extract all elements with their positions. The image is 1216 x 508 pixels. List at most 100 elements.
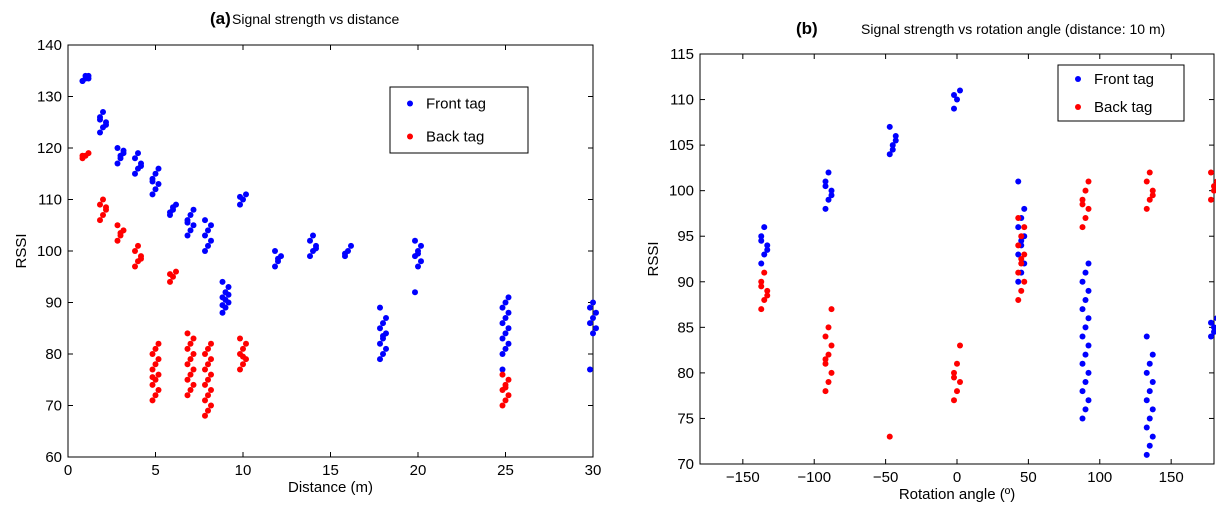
chart-a-point-front	[587, 320, 593, 327]
chart-b-legend-marker-front	[1075, 76, 1081, 82]
chart-a-point-front	[377, 340, 383, 347]
chart-b-y-tick-label: 75	[677, 410, 694, 427]
chart-b-point-back	[1021, 224, 1028, 231]
chart-b-point-back	[1079, 201, 1086, 208]
chart-a-point-front	[380, 351, 386, 357]
chart-b-point-back	[957, 379, 963, 385]
chart-b-point-back	[1149, 187, 1156, 194]
chart-b-y-tick-label: 115	[670, 46, 694, 63]
chart-b-y-tick-label: 110	[670, 92, 694, 109]
chart-a-y-tick-label: 60	[45, 449, 62, 466]
chart-a-point-back	[155, 371, 162, 378]
chart-a-legend-marker-front	[407, 100, 413, 107]
chart-b-point-back	[951, 397, 957, 404]
chart-b-point-front	[1149, 351, 1156, 358]
chart-a-point-back	[202, 412, 208, 419]
chart-a-point-back	[505, 392, 512, 399]
chart-b-point-front	[886, 151, 893, 158]
chart-a-y-tick-label: 120	[37, 140, 62, 157]
chart-a-point-front	[225, 291, 232, 298]
chart-b-point-front	[1021, 205, 1028, 212]
chart-b-point-front	[1208, 333, 1214, 340]
chart-b-title: Signal strength vs rotation angle (dista…	[861, 21, 1165, 37]
chart-b-point-front	[1082, 324, 1089, 331]
chart-a-point-back	[187, 387, 194, 394]
chart-b-point-front	[1143, 451, 1150, 458]
chart-a-x-tick-label: 5	[151, 462, 159, 479]
chart-a-legend-label-front: Front tag	[426, 96, 486, 113]
chart-a-point-front	[412, 237, 418, 244]
chart-a-point-front	[117, 152, 124, 159]
chart-a-point-front	[342, 250, 348, 257]
chart-b-point-back	[1211, 187, 1216, 194]
chart-a-point-front	[499, 351, 506, 357]
chart-a-point-back	[190, 381, 197, 388]
chart-a-point-front	[590, 330, 596, 337]
chart-a-point-front	[380, 332, 386, 339]
chart-b-points	[758, 87, 1216, 458]
chart-a-points	[79, 72, 599, 419]
chart-b-point-back	[758, 278, 765, 285]
chart-b-point-front	[951, 92, 957, 98]
chart-a-point-front	[502, 345, 509, 352]
chart-b-point-back	[1085, 178, 1092, 185]
chart-b-y-tick-label: 90	[677, 274, 694, 291]
chart-b-legend-box	[1057, 64, 1185, 122]
chart-a-point-front	[187, 211, 194, 218]
chart-b-point-front	[828, 187, 835, 194]
chart-a-point-back	[237, 335, 243, 342]
chart-a-legend: Front tag Back tag	[389, 86, 529, 154]
chart-a-point-front	[97, 129, 103, 136]
chart-b-point-back	[764, 287, 771, 294]
chart-b-point-front	[761, 251, 768, 258]
chart-b-point-front	[1146, 415, 1153, 422]
chart-a-y-tick-label: 100	[37, 243, 62, 260]
chart-b-y-tick-label: 100	[669, 183, 694, 200]
chart-a-point-front	[184, 219, 191, 226]
chart-a-point-front	[219, 302, 226, 309]
chart-b-point-front	[1015, 178, 1022, 185]
chart-b-point-front	[825, 169, 832, 176]
chart-b-point-front	[758, 233, 765, 240]
chart-b-point-back	[1018, 287, 1025, 294]
chart-a-point-back	[132, 263, 138, 270]
chart-a-point-back	[502, 397, 509, 404]
chart-b-x-tick-label: 100	[1087, 469, 1112, 486]
chart-a-point-front	[383, 345, 389, 352]
chart-b-point-front	[1143, 369, 1150, 376]
chart-a-point-front	[307, 253, 313, 260]
chart-b-point-front	[1208, 319, 1214, 326]
chart-a-point-back	[149, 351, 156, 357]
chart-a-point-front	[310, 232, 316, 239]
chart-a-point-back	[505, 376, 512, 383]
chart-b-point-back	[1021, 278, 1028, 285]
chart-a-title-prefix: (a)	[210, 9, 231, 28]
chart-b-point-front	[758, 260, 765, 267]
chart-b-legend-label-front: Front tag	[1094, 71, 1154, 88]
chart-b-x-tick-label: 150	[1159, 469, 1184, 486]
chart-b-point-back	[1149, 192, 1156, 199]
chart-a-point-back	[184, 392, 191, 399]
chart-b: (b) Signal strength vs rotation angle (d…	[645, 19, 1216, 503]
chart-b-legend-marker-back	[1075, 104, 1081, 110]
chart-a-point-front	[205, 242, 211, 249]
chart-a-point-front	[208, 237, 214, 244]
chart-b-point-front	[1149, 406, 1156, 413]
chart-a-point-front	[275, 255, 281, 262]
chart-b-point-front	[1082, 406, 1089, 413]
chart-b-point-front	[822, 205, 829, 212]
chart-b-point-back	[1079, 224, 1086, 231]
chart-b-point-back	[825, 379, 832, 385]
chart-a-point-back	[152, 392, 159, 399]
chart-a-point-back	[240, 345, 246, 352]
chart-a-point-front	[114, 145, 121, 151]
chart-a-point-front	[219, 309, 226, 316]
chart-b-point-back	[1085, 205, 1092, 212]
chart-a-point-back	[502, 384, 509, 391]
chart-a-point-back	[202, 366, 208, 373]
chart-a-point-back	[152, 345, 159, 352]
chart-a-point-back	[184, 345, 191, 352]
chart-b-point-back	[1208, 196, 1214, 203]
chart-a-x-tick-label: 20	[410, 462, 427, 479]
chart-b-point-back	[825, 351, 832, 358]
